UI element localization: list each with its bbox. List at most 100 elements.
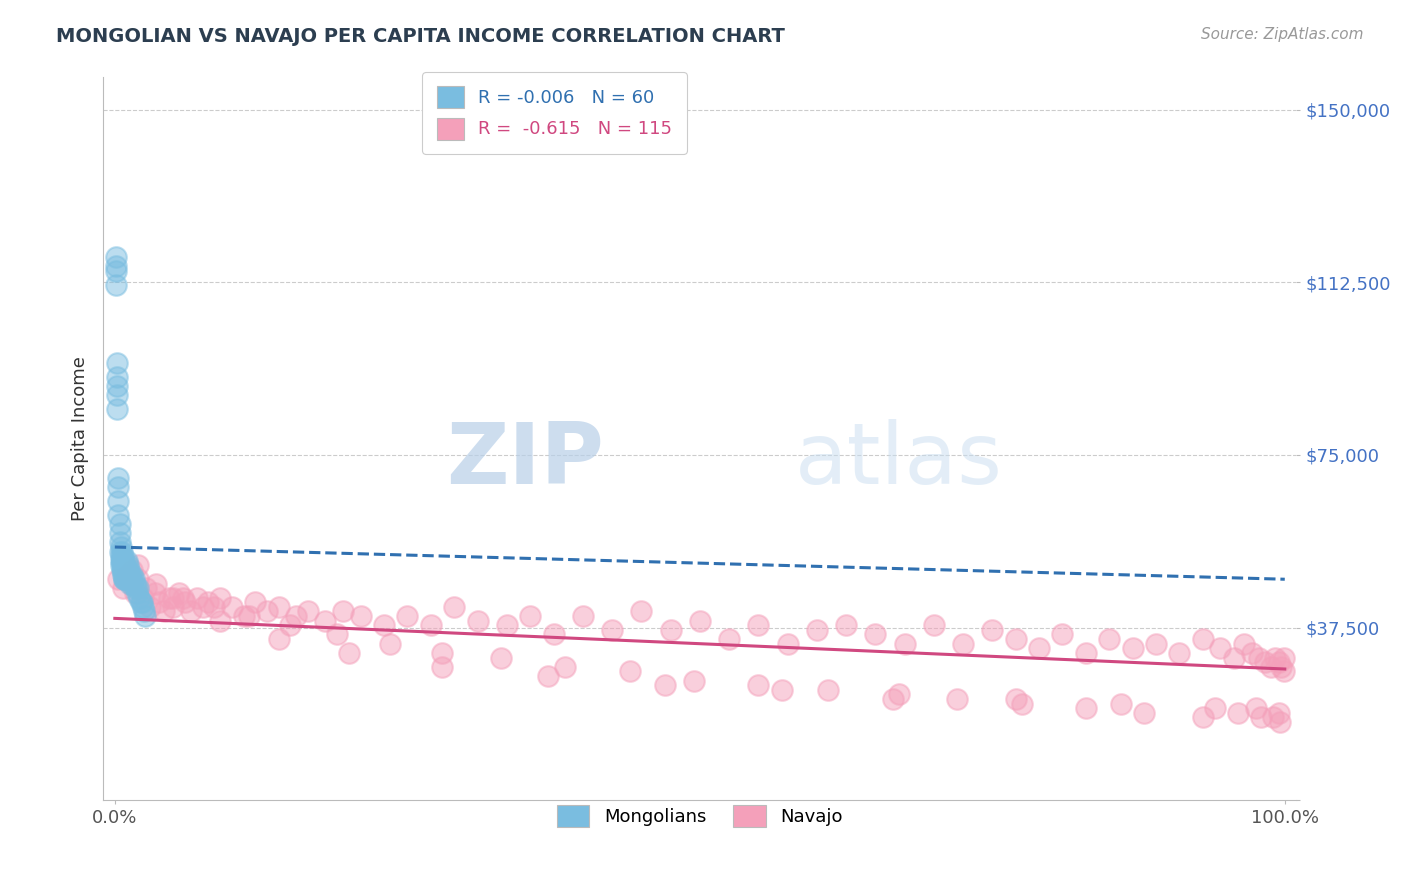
- Text: Source: ZipAtlas.com: Source: ZipAtlas.com: [1201, 27, 1364, 42]
- Point: [432, 646, 454, 660]
- Point: [107, 471, 129, 485]
- Point: [443, 599, 465, 614]
- Point: [554, 659, 576, 673]
- Point: [1004, 632, 1026, 646]
- Point: [1268, 655, 1291, 669]
- Point: [132, 591, 155, 605]
- Point: [105, 379, 128, 393]
- Point: [118, 563, 141, 577]
- Point: [110, 549, 132, 564]
- Point: [114, 563, 136, 577]
- Point: [747, 618, 769, 632]
- Point: [105, 250, 128, 264]
- Point: [572, 609, 595, 624]
- Point: [297, 605, 319, 619]
- Point: [718, 632, 741, 646]
- Point: [1122, 641, 1144, 656]
- Point: [1109, 697, 1132, 711]
- Point: [112, 572, 135, 586]
- Point: [278, 618, 301, 632]
- Point: [1192, 632, 1215, 646]
- Point: [111, 558, 134, 573]
- Point: [114, 572, 136, 586]
- Point: [1011, 697, 1033, 711]
- Point: [108, 516, 131, 531]
- Point: [180, 605, 202, 619]
- Point: [172, 591, 194, 605]
- Point: [162, 599, 184, 614]
- Point: [1144, 637, 1167, 651]
- Point: [1233, 637, 1256, 651]
- Point: [619, 665, 641, 679]
- Point: [115, 567, 138, 582]
- Point: [111, 563, 134, 577]
- Point: [107, 494, 129, 508]
- Point: [117, 558, 139, 573]
- Point: [378, 637, 401, 651]
- Point: [654, 678, 676, 692]
- Point: [162, 591, 184, 605]
- Point: [110, 558, 132, 573]
- Point: [111, 563, 134, 577]
- Point: [267, 599, 290, 614]
- Point: [131, 595, 153, 609]
- Point: [127, 558, 149, 573]
- Point: [115, 572, 138, 586]
- Point: [1223, 650, 1246, 665]
- Point: [143, 586, 166, 600]
- Point: [145, 577, 167, 591]
- Point: [124, 586, 146, 600]
- Point: [1260, 659, 1282, 673]
- Point: [349, 609, 371, 624]
- Point: [132, 605, 155, 619]
- Point: [105, 277, 128, 292]
- Point: [835, 618, 858, 632]
- Point: [107, 480, 129, 494]
- Point: [747, 678, 769, 692]
- Point: [267, 632, 290, 646]
- Point: [110, 554, 132, 568]
- Point: [108, 544, 131, 558]
- Point: [209, 614, 232, 628]
- Point: [1052, 627, 1074, 641]
- Point: [139, 599, 162, 614]
- Point: [153, 605, 176, 619]
- Point: [191, 599, 214, 614]
- Point: [543, 627, 565, 641]
- Point: [337, 646, 360, 660]
- Point: [115, 554, 138, 568]
- Point: [396, 609, 419, 624]
- Point: [1209, 641, 1232, 656]
- Point: [806, 623, 828, 637]
- Point: [232, 609, 254, 624]
- Point: [128, 591, 150, 605]
- Point: [111, 544, 134, 558]
- Point: [946, 692, 969, 706]
- Point: [111, 563, 134, 577]
- Point: [105, 369, 128, 384]
- Point: [1004, 692, 1026, 706]
- Point: [112, 554, 135, 568]
- Point: [114, 558, 136, 573]
- Point: [1250, 710, 1272, 724]
- Point: [1270, 659, 1292, 673]
- Point: [600, 623, 623, 637]
- Point: [776, 637, 799, 651]
- Point: [537, 669, 560, 683]
- Point: [202, 599, 225, 614]
- Point: [115, 563, 138, 577]
- Point: [882, 692, 904, 706]
- Point: [467, 614, 489, 628]
- Point: [111, 582, 134, 596]
- Y-axis label: Per Capita Income: Per Capita Income: [72, 357, 89, 521]
- Point: [125, 586, 148, 600]
- Point: [186, 591, 208, 605]
- Point: [127, 582, 149, 596]
- Point: [105, 388, 128, 402]
- Point: [1268, 714, 1291, 729]
- Point: [121, 577, 143, 591]
- Point: [1133, 706, 1156, 720]
- Point: [1192, 710, 1215, 724]
- Point: [117, 567, 139, 582]
- Point: [111, 567, 134, 582]
